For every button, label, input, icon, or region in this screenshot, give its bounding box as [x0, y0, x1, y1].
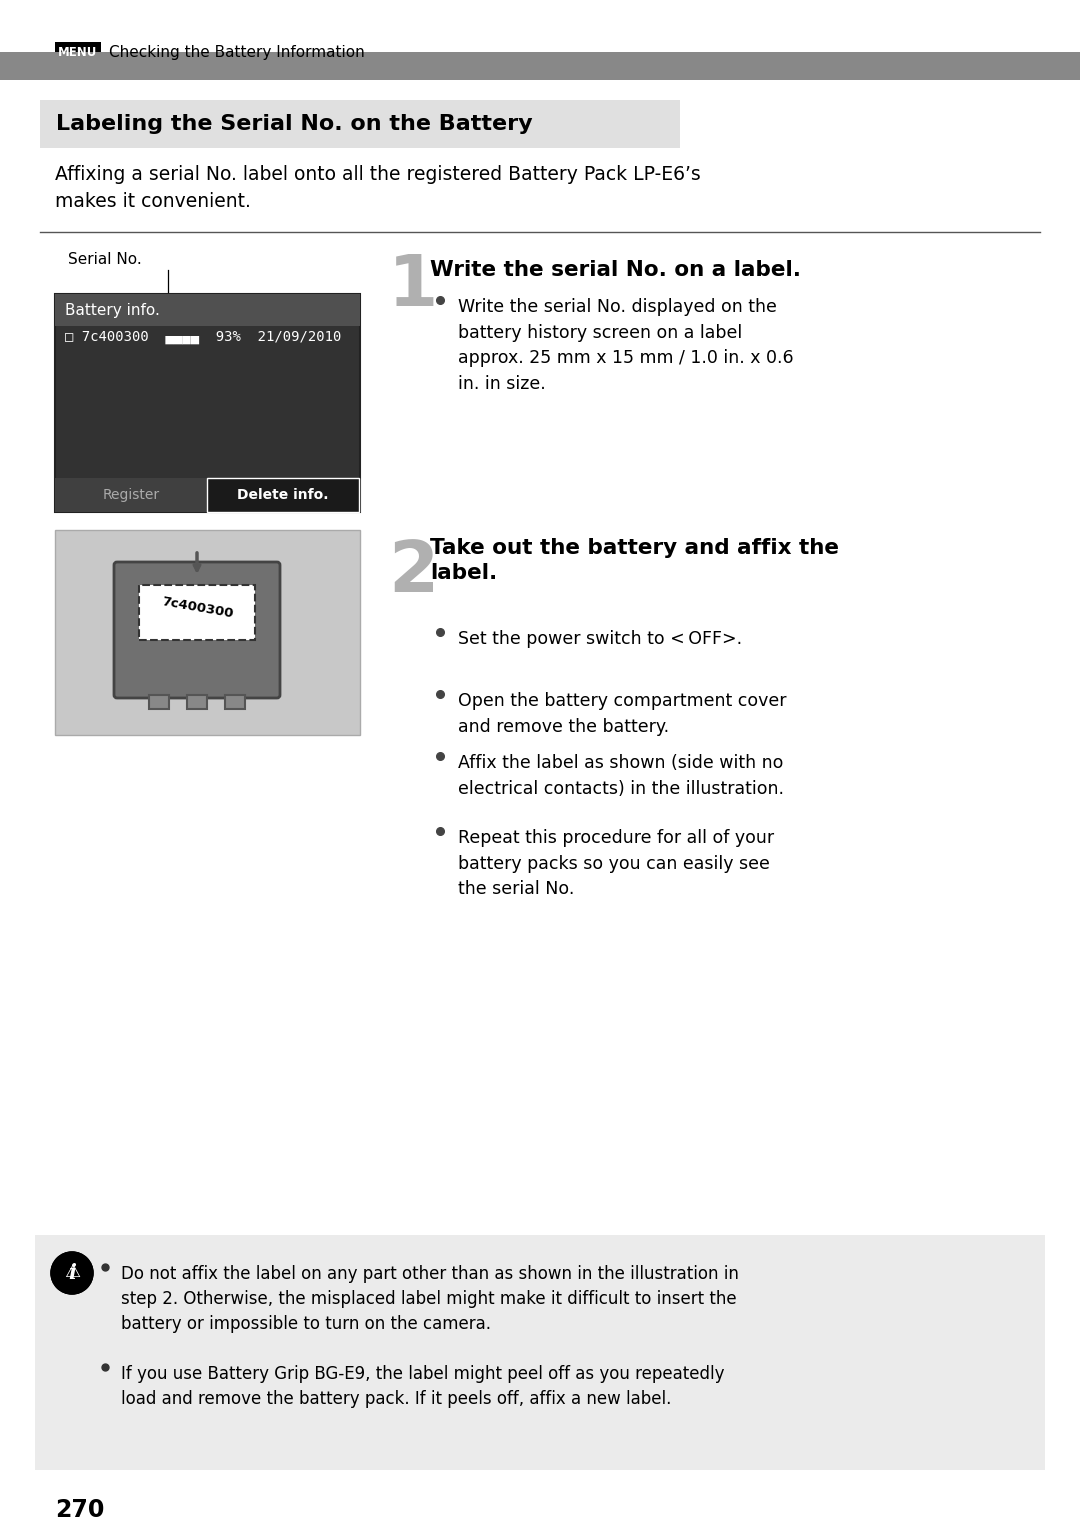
- Text: Set the power switch to < OFF>.: Set the power switch to < OFF>.: [458, 630, 742, 648]
- Text: Serial No.: Serial No.: [68, 252, 141, 268]
- Text: Do not affix the label on any part other than as shown in the illustration in
st: Do not affix the label on any part other…: [121, 1265, 739, 1332]
- Text: MENU: MENU: [58, 46, 97, 58]
- Bar: [55, 294, 360, 513]
- Text: Affix the label as shown (side with no
electrical contacts) in the illustration.: Affix the label as shown (side with no e…: [458, 754, 784, 797]
- Text: 7c400300: 7c400300: [160, 595, 234, 621]
- Bar: [187, 695, 207, 709]
- Bar: [139, 586, 255, 640]
- Text: 270: 270: [55, 1498, 105, 1521]
- Text: Delete info.: Delete info.: [238, 488, 328, 502]
- Text: Write the serial No. displayed on the
battery history screen on a label
approx. : Write the serial No. displayed on the ba…: [458, 298, 794, 392]
- Text: Labeling the Serial No. on the Battery: Labeling the Serial No. on the Battery: [56, 114, 532, 134]
- Bar: [35, 1235, 1045, 1469]
- Text: Take out the battery and affix the
label.: Take out the battery and affix the label…: [430, 538, 839, 583]
- Bar: [0, 52, 1080, 81]
- Circle shape: [51, 1252, 93, 1294]
- Circle shape: [51, 1252, 93, 1294]
- Text: i: i: [68, 1262, 76, 1284]
- Bar: [55, 294, 360, 325]
- Text: Write the serial No. on a label.: Write the serial No. on a label.: [430, 260, 801, 280]
- Bar: [55, 478, 207, 513]
- Bar: [55, 43, 102, 62]
- Bar: [207, 478, 359, 513]
- Text: 2: 2: [388, 538, 438, 607]
- Text: Register: Register: [103, 488, 160, 502]
- Text: Battery info.: Battery info.: [65, 303, 160, 318]
- Bar: [55, 529, 360, 735]
- Text: ⚠: ⚠: [64, 1262, 80, 1281]
- FancyBboxPatch shape: [114, 561, 280, 698]
- Text: Affixing a serial No. label onto all the registered Battery Pack LP-E6’s
makes i: Affixing a serial No. label onto all the…: [55, 164, 701, 211]
- Text: 1: 1: [388, 252, 438, 321]
- Text: □ 7c400300  ▄▄▄▄  93%  21/09/2010: □ 7c400300 ▄▄▄▄ 93% 21/09/2010: [65, 330, 341, 344]
- Text: Repeat this procedure for all of your
battery packs so you can easily see
the se: Repeat this procedure for all of your ba…: [458, 829, 774, 899]
- Text: Checking the Battery Information: Checking the Battery Information: [109, 44, 365, 59]
- Bar: [40, 100, 680, 148]
- Text: If you use Battery Grip BG-E9, the label might peel off as you repeatedly
load a: If you use Battery Grip BG-E9, the label…: [121, 1364, 725, 1408]
- Bar: [225, 695, 245, 709]
- Text: Open the battery compartment cover
and remove the battery.: Open the battery compartment cover and r…: [458, 692, 786, 736]
- Bar: [149, 695, 168, 709]
